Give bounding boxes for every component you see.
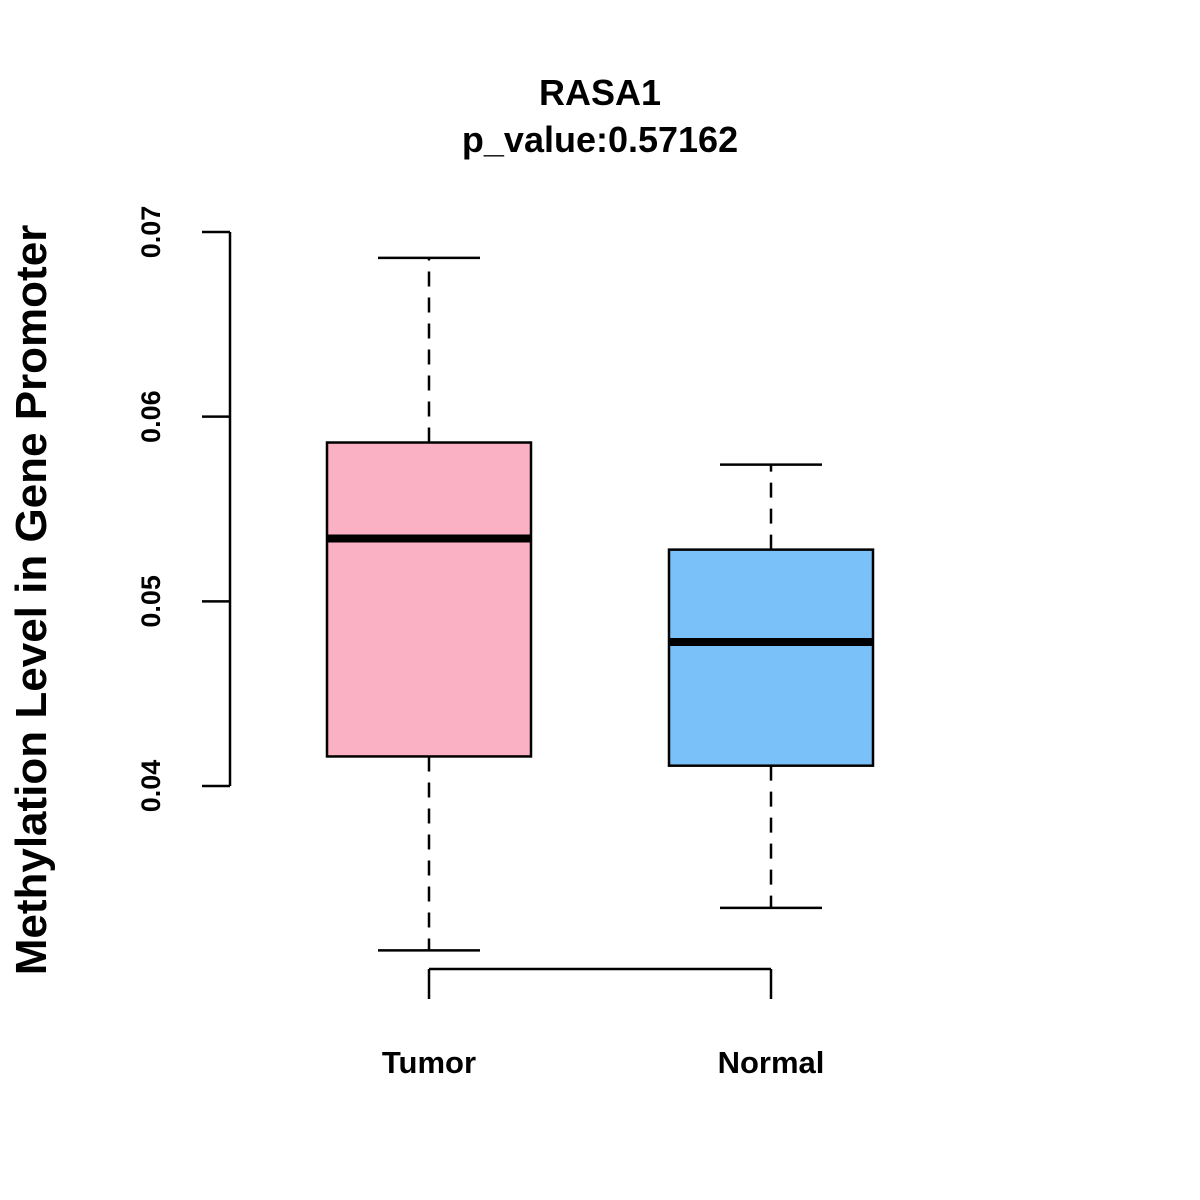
y-tick-label: 0.07: [136, 206, 166, 259]
y-tick-label: 0.05: [136, 575, 166, 628]
chart-title: RASA1: [539, 72, 661, 113]
tumor-box: [325, 441, 533, 758]
x-tick-label: Tumor: [382, 1045, 476, 1080]
normal-box: [667, 548, 875, 767]
y-tick-label: 0.06: [136, 390, 166, 443]
y-axis-label: Methylation Level in Gene Promoter: [7, 225, 56, 976]
x-tick-label: Normal: [718, 1045, 825, 1080]
y-axis: 0.04 0.05 0.06 0.07: [136, 206, 232, 813]
chart-subtitle: p_value:0.57162: [462, 119, 738, 160]
x-axis: Tumor Normal: [382, 967, 825, 1080]
y-tick-label: 0.04: [136, 760, 166, 813]
box-group: [325, 256, 875, 952]
